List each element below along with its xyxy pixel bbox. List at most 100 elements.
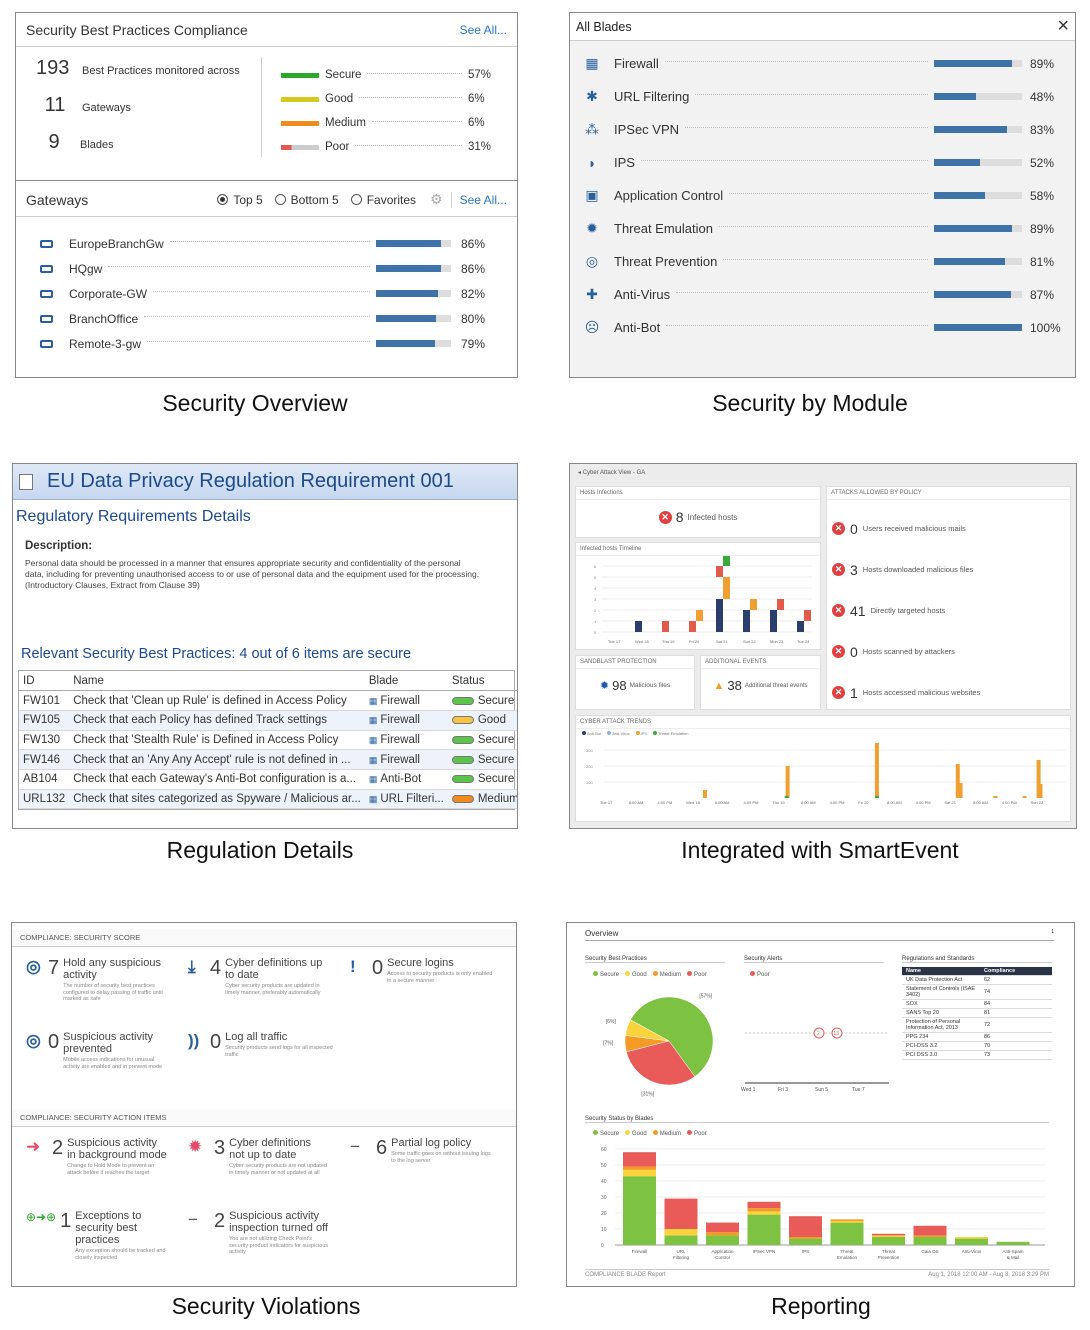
gateway-icon [40,264,53,273]
alert-marker-label: 13 [834,1031,840,1037]
action-desc: Change to Hold Mode to prevent an attack… [67,1163,155,1176]
blade-row-firewall[interactable]: ▦ Firewall 89% [580,47,1060,80]
blade-bar-poor [706,1222,739,1233]
blade-row-anti-virus[interactable]: ✚ Anti-Virus 87% [580,278,1060,311]
blade-bar-secure [789,1238,822,1245]
blades-x-tick: Anti-Virus [962,1249,982,1254]
gateway-row[interactable]: Corporate-GW 82% [40,281,485,306]
blade-row-ips[interactable]: ◗ IPS 52% [580,146,1060,179]
table-row[interactable]: AB104 Check that each Gateway's Anti-Bot … [19,769,517,790]
blades-x-tick: URL [676,1249,685,1254]
row-id: FW101 [19,690,70,711]
blade-row-url-filtering[interactable]: ✱ URL Filtering 48% [580,80,1060,113]
blade-bar-medium [830,1219,864,1221]
legend-item: Good [625,1130,647,1137]
column-header[interactable]: Blade [364,671,448,692]
row-name: Check that each Gateway's Anti-Bot confi… [69,769,365,790]
status-indicator [451,696,474,705]
gateway-name: EuropeBranchGw [69,236,164,251]
trend-bar [1038,784,1043,798]
radio-icon[interactable] [274,194,286,205]
blade-name: Anti-Virus [614,287,671,302]
blade-row-ipsec-vpn[interactable]: ⁂ IPSec VPN 83% [580,113,1060,146]
gateway-icon [40,314,53,323]
timeline-bar [770,610,777,632]
row-name: Check that sites categorized as Spyware … [69,789,365,810]
row-id: AB104 [19,769,70,790]
column-header[interactable]: Status [447,671,517,692]
gateway-row[interactable]: Remote-3-gw 79% [40,331,485,356]
blade-bar-secure [664,1235,698,1245]
reg-row: PCI DSS 3.0 73 [902,1050,1052,1060]
action-item[interactable]: −6 Partial log policy Some traffic goes on… [350,1137,510,1164]
blade-row-anti-bot[interactable]: ☹ Anti-Bot 100% [580,311,1061,344]
filter-favorites[interactable]: Favorites [350,193,416,207]
legend-item: Secure [593,971,619,978]
caption-reporting: Reporting [771,1293,871,1319]
row-id: FW130 [19,730,70,751]
filter-top-5[interactable]: Top 5 [217,193,263,207]
gateways-see-all-link[interactable]: See All... [459,192,507,207]
table-row[interactable]: URL132 Check that sites categorized as Sp… [19,789,517,810]
blade-name: Firewall [614,56,659,71]
action-title: Cyber definitions not up to date [229,1137,312,1161]
blade-row-application-control[interactable]: ▣ Application Control 58% [580,179,1060,212]
report-footer-right: Aug 1, 2018 12:00 AM - Aug 8, 2018 3:29 … [928,1272,1049,1278]
reg-row: Statement of Controls (ISAE 3402) 74 [902,984,1052,1000]
row-blade: ▦ Firewall [364,690,448,711]
table-row[interactable]: FW105 Check that each Policy has defined … [19,710,517,731]
action-item[interactable]: ⊕➜⊕ 1 Exceptions to security best practice… [26,1210,186,1261]
blade-row-threat-emulation[interactable]: ✹ Threat Emulation 89% [580,212,1060,245]
column-header[interactable]: ID [19,671,70,692]
trend-bar [785,766,790,798]
trend-bar [1036,760,1041,798]
alert-marker [813,1027,825,1039]
table-row[interactable]: FW101 Check that 'Clean up Rule' is defin… [19,690,517,711]
table-row[interactable]: FW130 Check that 'Stealth Rule' is Define… [19,730,517,751]
timeline-y-tick: 2 [594,608,597,613]
allowed-item: ✕ 0 Users received malicious mails [832,508,1070,549]
level-secure: Secure 57% [281,63,496,87]
see-all-link[interactable]: See All... [459,22,507,37]
trend-legend-item: Anti-Bot [582,731,601,736]
blade-bar-good [830,1221,864,1223]
blade-bar-good [747,1211,781,1215]
signal-icon: )) [188,1031,200,1050]
gateway-row[interactable]: BranchOffice 80% [40,306,485,331]
action-item[interactable]: −2 Suspicious activity inspection turned … [188,1210,348,1256]
timeline-bar [662,621,669,632]
row-id: FW105 [19,710,70,731]
radio-icon[interactable] [350,194,362,205]
timeline-bar [716,599,723,632]
allowed-item: ✕ 41 Directly targeted hosts [832,590,1070,631]
action-item[interactable]: ✹ 3 Cyber definitions not up to date Cyber … [188,1137,348,1176]
action-desc: You are not utilizing Check Point's secu… [229,1236,329,1255]
action-item[interactable]: ➜ 2 Suspicious activity in background mode… [26,1137,186,1176]
table-row[interactable]: FW146 Check that an 'Any Any Accept' rule… [19,749,517,770]
timeline-bar [797,621,804,632]
trend-x-tick: Sat 21 [944,800,956,805]
caption-security-overview: Security Overview [162,390,348,416]
alerts-title: Security Alerts [744,956,884,963]
row-status: Secure [447,730,517,751]
gear-icon[interactable]: ⚙ [430,191,443,207]
blade-row-threat-prevention[interactable]: ◎ Threat Prevention 81% [580,245,1060,278]
timeline-bar [689,621,696,632]
blades-x-tick: Threat [882,1249,896,1254]
blade-progress [934,60,1022,67]
reg-row: Protection of Personal Information Act, … [902,1017,1052,1033]
gateway-row[interactable]: HQgw 86% [40,256,485,281]
column-header[interactable]: Name [69,671,365,692]
blades-title: Security Status by Blades [585,1116,1049,1123]
blade-progress [934,225,1022,232]
reporting-panel: Overview 1 Security Best Practices Secur… [566,922,1075,1287]
filter-bottom-5[interactable]: Bottom 5 [274,193,339,207]
gateway-progress [376,340,451,347]
close-icon[interactable]: × [1057,15,1069,37]
trend-bar [784,796,789,798]
dash-icon: − [350,1137,360,1156]
gateway-row[interactable]: EuropeBranchGw 86% [40,231,485,256]
radio-icon[interactable] [217,194,229,205]
pie-label: [57%] [699,993,712,999]
trend-x-tick: Fri 20 [858,800,869,805]
